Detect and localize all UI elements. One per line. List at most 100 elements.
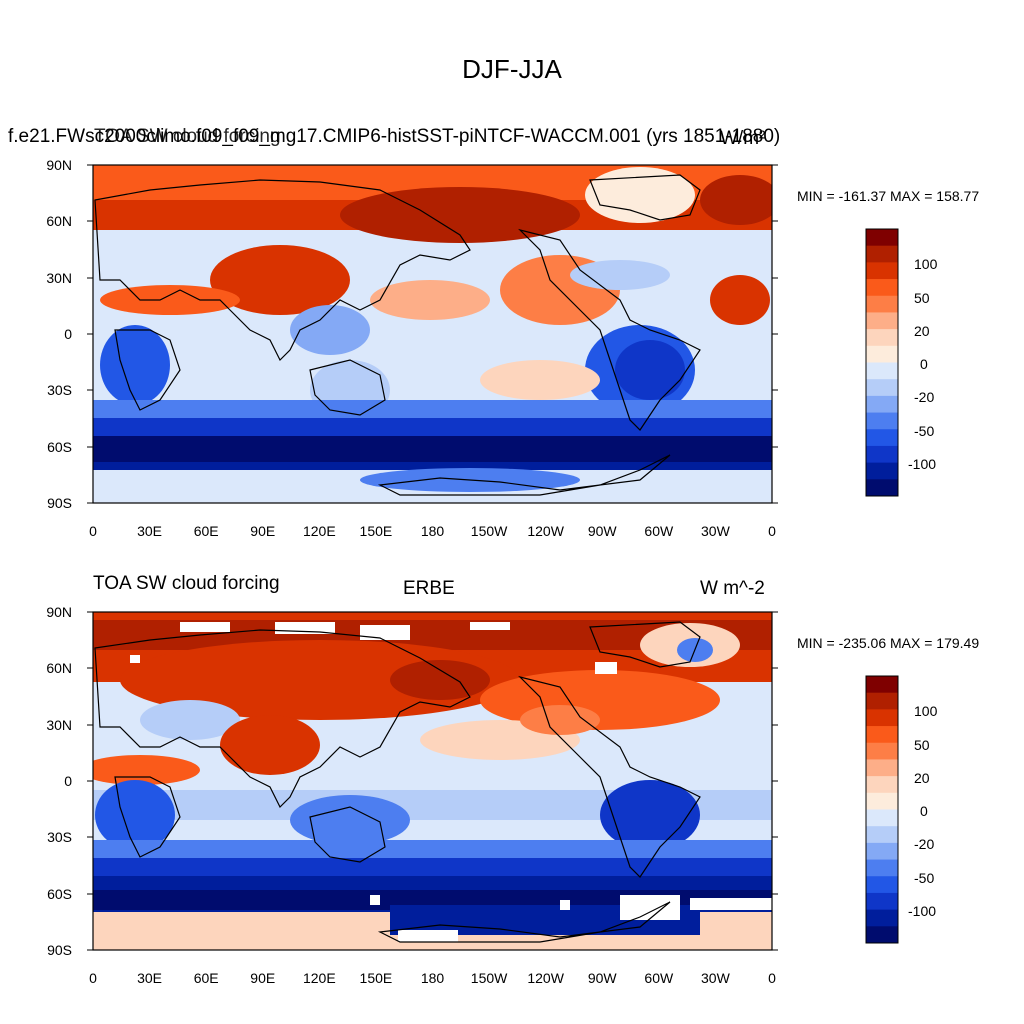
figure-title: DJF-JJA <box>462 54 562 84</box>
colorbar-swatch <box>866 726 898 744</box>
p1-lat-60N: 60N <box>46 213 72 229</box>
colorbar-swatch <box>866 842 898 861</box>
p1-lat-90N: 90N <box>46 157 72 173</box>
colorbar-swatch <box>866 709 898 727</box>
colorbar-swatch <box>866 676 898 694</box>
p2-cb-label-50: 50 <box>914 737 930 753</box>
panel1-ticks <box>87 164 778 504</box>
p2-lon-label: 0 <box>768 970 776 986</box>
colorbar-swatch <box>866 859 898 877</box>
p2-lon-label: 90W <box>587 970 617 986</box>
p1-cb-label-m20: -20 <box>914 389 935 405</box>
p2-lon-label: 150W <box>470 970 508 986</box>
panel2-left-title: TOA SW cloud forcing <box>93 573 280 594</box>
colorbar-swatch <box>866 445 898 464</box>
p2-lat-30N: 30N <box>46 717 72 733</box>
p1-lon-label: 180 <box>420 523 445 539</box>
p2-cb-label-0: 0 <box>920 803 928 819</box>
colorbar-swatch <box>866 759 898 777</box>
colorbar-swatch <box>866 876 898 894</box>
p2-lat-60S: 60S <box>47 886 72 902</box>
panel1-minmax: MIN = -161.37 MAX = 158.77 <box>797 188 980 204</box>
panel1-left-title: TOA SW cloud forcing <box>94 126 281 147</box>
panel2-map <box>93 612 772 950</box>
p1-lon-label: 90E <box>250 523 276 539</box>
colorbar-swatch <box>866 809 898 827</box>
p1-lon-label: 150W <box>470 523 508 539</box>
p2-lon-label: 120W <box>527 970 564 986</box>
p1-lat-30N: 30N <box>46 270 72 286</box>
panel2-units: W m^-2 <box>700 578 765 599</box>
colorbar-swatch <box>866 312 898 330</box>
colorbar-swatch <box>866 262 898 280</box>
colorbar-frame <box>865 228 899 497</box>
p2-lon-label: 30W <box>701 970 730 986</box>
colorbar-swatch <box>866 792 898 810</box>
p1-lon-label: 0 <box>89 523 97 539</box>
colorbar-swatch <box>866 362 898 380</box>
colorbar-frame <box>865 675 899 944</box>
colorbar-swatch <box>866 776 898 794</box>
p1-lat-90S: 90S <box>47 495 72 511</box>
p2-cb-label-20: 20 <box>914 770 930 786</box>
p1-lat-60S: 60S <box>47 439 72 455</box>
p2-lat-90S: 90S <box>47 942 72 958</box>
p2-lat-90N: 90N <box>46 604 72 620</box>
colorbar-swatch <box>866 295 898 313</box>
panel2-ticks <box>87 611 778 951</box>
p1-lon-label: 30E <box>137 523 163 539</box>
colorbar-swatch <box>866 826 898 844</box>
colorbar-swatch <box>866 229 898 247</box>
panel2-minmax: MIN = -235.06 MAX = 179.49 <box>797 635 980 651</box>
p1-cb-label-50: 50 <box>914 290 930 306</box>
p1-lon-label: 60E <box>193 523 219 539</box>
colorbar-swatch <box>866 245 898 263</box>
p1-cb-label-100: 100 <box>914 256 938 272</box>
colorbar-swatch <box>866 329 898 347</box>
colorbar-swatch <box>866 926 898 944</box>
p2-cb-label-m20: -20 <box>914 836 935 852</box>
p2-lon-label: 90E <box>250 970 276 986</box>
colorbar-swatch <box>866 692 898 710</box>
p1-cb-label-0: 0 <box>920 356 928 372</box>
p2-lon-label: 60W <box>644 970 674 986</box>
p2-lon-label: 0 <box>89 970 97 986</box>
colorbar-swatch <box>866 892 898 911</box>
p2-lon-label: 150E <box>359 970 393 986</box>
p2-cb-label-100: 100 <box>914 703 938 719</box>
p1-lon-label: 120E <box>302 523 336 539</box>
panel2-center-title: ERBE <box>403 578 455 599</box>
colorbar-swatch <box>866 462 898 480</box>
p1-cb-label-m100: -100 <box>908 456 937 472</box>
p1-lat-0: 0 <box>64 326 72 342</box>
p1-lon-label: 90W <box>587 523 617 539</box>
p2-cb-label-m50: -50 <box>914 870 935 886</box>
panel2-colorbar <box>865 675 899 944</box>
p2-lat-30S: 30S <box>47 829 72 845</box>
p1-lon-label: 30W <box>701 523 730 539</box>
colorbar-swatch <box>866 479 898 497</box>
colorbar-swatch <box>866 909 898 927</box>
colorbar-swatch <box>866 345 898 363</box>
panel1-center-title: f.e21.FWsc2000climo.f09_f09_mg17.CMIP6-h… <box>8 126 781 147</box>
p1-cb-label-20: 20 <box>914 323 930 339</box>
colorbar-swatch <box>866 429 898 447</box>
panel1-colorbar <box>865 228 899 497</box>
p2-lon-label: 120E <box>302 970 336 986</box>
p2-lat-0: 0 <box>64 773 72 789</box>
p1-lon-label: 120W <box>527 523 564 539</box>
colorbar-swatch <box>866 412 898 430</box>
p2-lat-60N: 60N <box>46 660 72 676</box>
p1-lon-label: 150E <box>359 523 393 539</box>
p1-lat-30S: 30S <box>47 382 72 398</box>
p2-lon-label: 30E <box>137 970 163 986</box>
colorbar-swatch <box>866 379 898 397</box>
p1-lon-label: 60W <box>644 523 674 539</box>
p2-cb-label-m100: -100 <box>908 903 937 919</box>
colorbar-swatch <box>866 742 898 760</box>
p2-lon-label: 180 <box>420 970 445 986</box>
p1-lon-label: 0 <box>768 523 776 539</box>
colorbar-swatch <box>866 395 898 414</box>
p1-cb-label-m50: -50 <box>914 423 935 439</box>
